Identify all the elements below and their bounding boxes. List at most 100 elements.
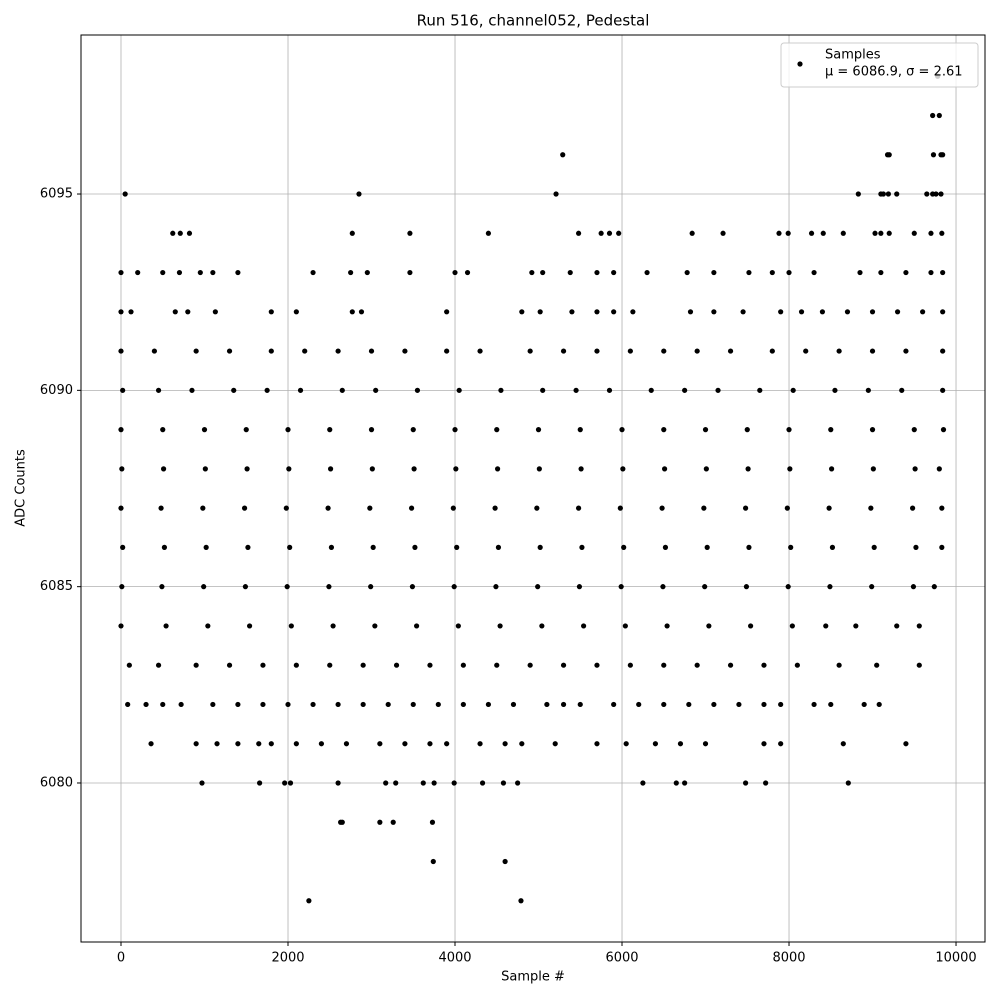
sample-point xyxy=(894,191,900,197)
sample-point xyxy=(869,309,876,315)
sample-point xyxy=(435,701,441,708)
sample-point xyxy=(569,309,575,315)
sample-point xyxy=(788,544,794,550)
sample-point xyxy=(244,466,250,472)
sample-point xyxy=(606,230,613,236)
sample-point xyxy=(823,623,829,629)
sample-point xyxy=(170,230,176,236)
sample-point xyxy=(661,701,667,708)
sample-point xyxy=(903,269,909,276)
sample-point xyxy=(349,230,355,236)
points xyxy=(118,73,947,904)
y-tick-label: 6080 xyxy=(40,775,73,790)
sample-point xyxy=(358,309,365,315)
sample-point xyxy=(627,662,633,668)
sample-point xyxy=(746,269,752,276)
sample-point xyxy=(451,584,457,590)
sample-point xyxy=(119,584,125,590)
sample-point xyxy=(495,544,502,550)
sample-point xyxy=(785,584,791,590)
sample-point xyxy=(618,584,624,590)
sample-point xyxy=(913,544,919,550)
sample-point xyxy=(393,662,400,668)
sample-point xyxy=(706,623,712,629)
sample-point xyxy=(660,584,666,590)
sample-point xyxy=(402,348,408,354)
sample-point xyxy=(811,269,817,276)
legend: Samples μ = 6086.9, σ = 2.61 xyxy=(780,42,979,88)
sample-point xyxy=(912,466,918,472)
sample-point xyxy=(302,348,308,354)
sample-point xyxy=(903,348,909,354)
sample-point xyxy=(567,269,573,276)
sample-point xyxy=(493,584,499,590)
sample-point xyxy=(869,584,875,590)
sample-point xyxy=(368,348,375,354)
sample-point xyxy=(701,505,707,511)
sample-point xyxy=(748,623,754,629)
sample-point xyxy=(202,466,208,472)
sample-point xyxy=(840,741,846,747)
sample-point xyxy=(611,309,617,315)
sample-point xyxy=(703,466,709,472)
sample-point xyxy=(155,662,162,668)
sample-point xyxy=(143,701,149,708)
sample-point xyxy=(911,230,917,236)
sample-point xyxy=(245,544,251,550)
sample-point xyxy=(502,741,508,747)
sample-point xyxy=(832,387,838,393)
sample-point xyxy=(594,309,600,315)
sample-point xyxy=(343,741,350,747)
sample-point xyxy=(827,584,833,590)
sample-point xyxy=(427,662,433,668)
sample-point xyxy=(485,701,492,708)
sample-point xyxy=(746,544,752,550)
sample-point xyxy=(373,387,379,393)
sample-point xyxy=(928,269,934,276)
sample-point xyxy=(268,741,274,747)
sample-point xyxy=(757,387,763,393)
sample-point xyxy=(256,741,262,747)
x-axis-label: Sample # xyxy=(501,970,565,985)
sample-point xyxy=(652,741,659,747)
sample-point xyxy=(242,584,249,590)
sample-point xyxy=(829,466,835,472)
sample-point xyxy=(916,623,922,629)
sample-point xyxy=(335,780,341,786)
sample-point xyxy=(200,505,206,511)
sample-point xyxy=(769,348,775,354)
sample-point xyxy=(611,701,617,708)
sample-point xyxy=(368,427,375,433)
sample-point xyxy=(235,269,241,276)
sample-point xyxy=(829,544,836,550)
sample-point xyxy=(118,505,124,511)
sample-point xyxy=(176,269,183,276)
sample-point xyxy=(575,230,582,236)
sample-point xyxy=(454,544,460,550)
sample-point xyxy=(560,348,567,354)
sample-point xyxy=(661,662,667,668)
sample-point xyxy=(199,780,205,786)
sample-point xyxy=(370,544,376,550)
sample-point xyxy=(118,309,124,315)
sample-point xyxy=(285,701,291,708)
sample-point xyxy=(871,544,877,550)
sample-point xyxy=(715,387,721,393)
sample-point xyxy=(318,741,325,747)
sample-point xyxy=(828,701,834,708)
sample-point xyxy=(409,584,416,590)
sample-point xyxy=(193,348,199,354)
sample-point xyxy=(620,466,626,472)
sample-point xyxy=(163,623,169,629)
sample-point xyxy=(916,662,922,668)
sample-point xyxy=(819,309,826,315)
sample-point xyxy=(924,191,930,197)
sample-point xyxy=(214,741,220,747)
sample-point xyxy=(928,230,934,236)
sample-point xyxy=(694,348,700,354)
sample-point xyxy=(527,348,533,354)
sample-point xyxy=(828,427,834,433)
sample-point xyxy=(911,427,917,433)
sample-point xyxy=(939,230,945,236)
sample-point xyxy=(636,701,642,708)
